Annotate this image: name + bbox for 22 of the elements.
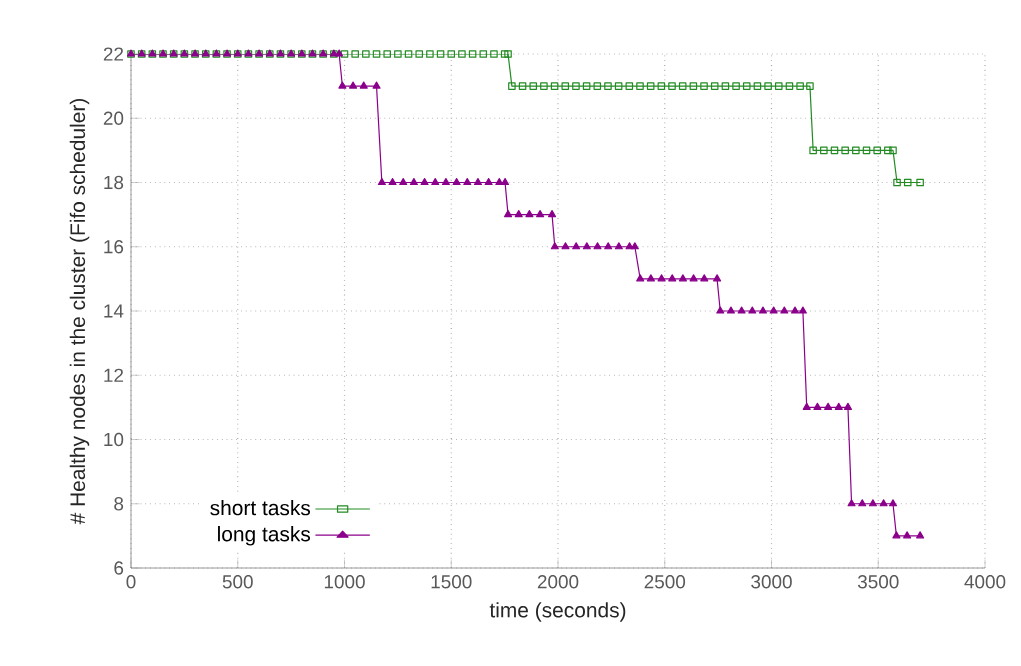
y-tick-label: 6 [114, 561, 124, 575]
x-tick-label: 500 [222, 575, 253, 589]
x-tick-label: 2500 [644, 575, 686, 589]
y-tick-label: 18 [104, 175, 124, 190]
y-tick-label: 10 [104, 432, 124, 447]
legend-label: long tasks [218, 526, 311, 546]
y-tick-label: 8 [114, 497, 124, 511]
y-tick-label: 16 [104, 240, 124, 254]
x-axis-title: time (seconds) [489, 602, 626, 622]
y-tick-label: 14 [104, 304, 124, 318]
legend-label: short tasks [210, 499, 311, 516]
y-axis-title: # Healthy nodes in the cluster (Fifo scheduler) [69, 99, 90, 525]
x-tick-label: 3000 [751, 575, 792, 589]
y-tick-label: 20 [103, 111, 124, 125]
x-tick-label: 4000 [964, 575, 1006, 589]
y-tick-label: 22 [103, 47, 124, 61]
y-tick-label: 12 [104, 368, 124, 382]
x-tick-label: 0 [126, 575, 136, 589]
x-tick-label: 1500 [431, 575, 472, 589]
x-tick-label: 1000 [324, 575, 365, 589]
x-tick-label: 3500 [857, 575, 899, 589]
x-tick-label: 2000 [537, 575, 579, 589]
